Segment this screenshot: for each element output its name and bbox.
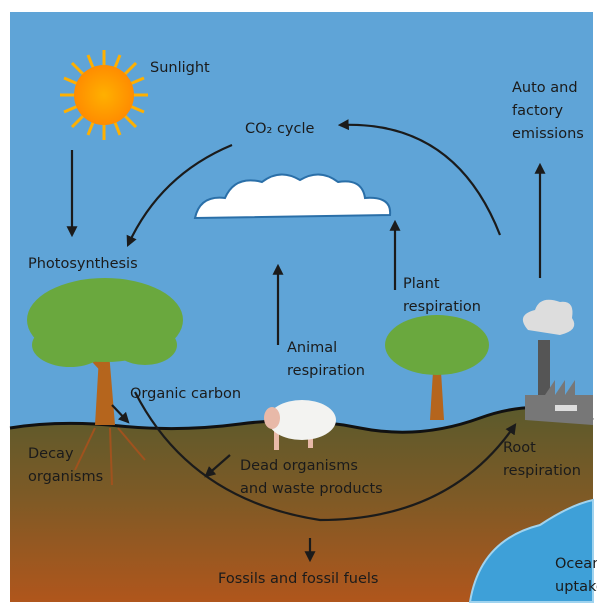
label-line: Plant — [403, 276, 440, 292]
label: Animal respiration — [287, 340, 365, 379]
label: Plant respiration — [403, 276, 481, 315]
label-line: CO₂ cycle — [245, 121, 315, 137]
tree-left — [27, 278, 183, 486]
ocean — [468, 498, 594, 603]
label-line: Organic carbon — [130, 386, 241, 402]
label: Sunlight — [150, 60, 210, 76]
label-line: respiration — [287, 363, 365, 379]
label-line: Decay — [28, 446, 74, 462]
cloud — [193, 173, 392, 220]
arrows — [66, 119, 546, 563]
sheep — [264, 400, 336, 450]
label-line: organisms — [28, 469, 103, 485]
label: Dead organisms and waste products — [240, 458, 383, 497]
label: Decay organisms — [28, 446, 103, 485]
label: Root respiration — [503, 440, 581, 479]
label-line: Root — [503, 440, 536, 456]
label-line: emissions — [512, 126, 584, 142]
label-line: Animal — [287, 340, 337, 356]
label: Auto and factory emissions — [512, 80, 584, 142]
label: Ocean uptake — [555, 556, 597, 595]
labels: Sunlight CO₂ cycle Auto and factory emission… — [28, 60, 597, 595]
label-line: Ocean — [555, 556, 597, 572]
label: Organic carbon — [130, 386, 241, 402]
label-line: Sunlight — [150, 60, 210, 76]
ground — [10, 407, 593, 602]
tree-right — [385, 315, 489, 420]
label-line: uptake — [555, 579, 597, 595]
label: Fossils and fossil fuels — [218, 571, 378, 587]
label-line: and waste products — [240, 481, 383, 497]
label-line: Fossils and fossil fuels — [218, 571, 378, 587]
label-line: factory — [512, 103, 563, 119]
label: CO₂ cycle — [245, 121, 315, 137]
label-line: Auto and — [512, 80, 578, 96]
sun — [60, 50, 148, 140]
label-line: respiration — [503, 463, 581, 479]
label-line: Photosynthesis — [28, 256, 138, 272]
label-line: respiration — [403, 299, 481, 315]
label-line: Dead organisms — [240, 458, 358, 474]
factory — [522, 299, 593, 425]
label: Photosynthesis — [28, 256, 138, 272]
